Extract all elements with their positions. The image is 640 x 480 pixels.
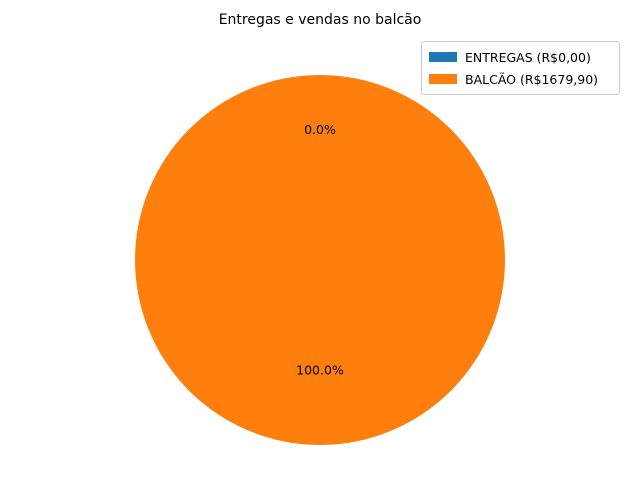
pie-pct-label-balcao: 100.0% [296, 363, 344, 378]
legend-swatch-balcao [429, 74, 457, 84]
legend-entry-balcao: BALCÃO (R$1679,90) [429, 69, 612, 89]
legend-label-balcao: BALCÃO (R$1679,90) [465, 71, 599, 87]
legend-swatch-entregas [429, 52, 457, 62]
pie-slices [135, 75, 505, 445]
chart-title: Entregas e vendas no balcão [218, 12, 422, 28]
pie-labels: 0.0% 100.0% [296, 122, 344, 378]
legend: ENTREGAS (R$0,00) BALCÃO (R$1679,90) [421, 41, 620, 95]
legend-label-entregas: ENTREGAS (R$0,00) [465, 49, 591, 65]
legend-entry-entregas: ENTREGAS (R$0,00) [429, 47, 612, 67]
pie-pct-label-entregas: 0.0% [304, 122, 336, 137]
pie-slice-balcao [135, 75, 505, 445]
